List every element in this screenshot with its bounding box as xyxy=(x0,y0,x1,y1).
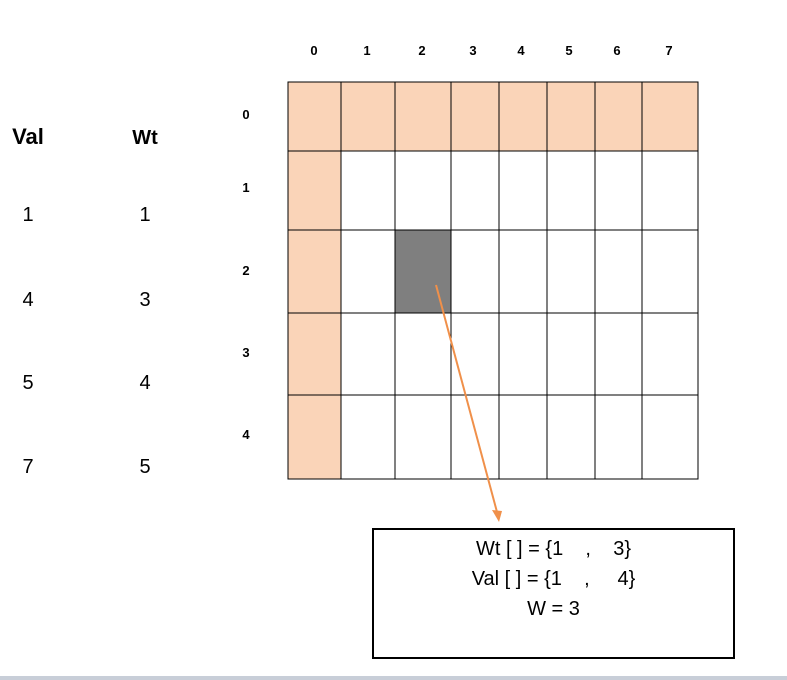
table-cell xyxy=(394,394,452,480)
table-cell xyxy=(394,150,452,231)
val-item: 7 xyxy=(22,456,34,478)
table-cell xyxy=(498,81,548,152)
row-index-label: 4 xyxy=(242,427,250,442)
table-cell xyxy=(287,394,342,480)
weights-line: Wt [ ] = {1 , 3} xyxy=(475,538,632,560)
table-cell xyxy=(450,229,500,314)
column-index-label: 7 xyxy=(665,43,673,58)
table-cell xyxy=(340,394,396,480)
capacity-line: W = 3 xyxy=(527,598,580,620)
values-line: Val [ ] = {1 , 4} xyxy=(471,568,636,590)
highlighted-cell xyxy=(394,229,452,314)
wt-item: 4 xyxy=(139,372,151,394)
table-cell xyxy=(450,81,500,152)
column-index-label: 2 xyxy=(418,43,426,58)
table-cell xyxy=(498,150,548,231)
table-cell xyxy=(287,81,342,152)
table-cell xyxy=(340,150,396,231)
table-cell xyxy=(546,81,596,152)
table-cell xyxy=(641,394,699,480)
table-cell xyxy=(594,394,643,480)
arrow-line xyxy=(435,284,498,513)
table-cell xyxy=(340,229,396,314)
table-cell xyxy=(498,229,548,314)
table-cell xyxy=(546,229,596,314)
table-cell xyxy=(641,150,699,231)
row-index-label: 3 xyxy=(242,345,250,360)
val-item: 1 xyxy=(22,204,34,226)
wt-item: 5 xyxy=(139,456,151,478)
table-cell xyxy=(450,394,500,480)
table-cell xyxy=(594,150,643,231)
wt-item: 1 xyxy=(139,204,151,226)
table-cell xyxy=(546,150,596,231)
table-cell xyxy=(594,81,643,152)
table-cell xyxy=(641,229,699,314)
arrow-head xyxy=(492,510,502,522)
bottom-divider xyxy=(0,676,787,680)
column-index-label: 6 xyxy=(613,43,621,58)
table-cell xyxy=(546,312,596,396)
row-index-label: 1 xyxy=(242,180,250,195)
column-index-label: 3 xyxy=(469,43,477,58)
row-index-label: 2 xyxy=(242,263,250,278)
val-item: 5 xyxy=(22,372,34,394)
table-cell xyxy=(394,312,452,396)
column-index-label: 4 xyxy=(517,43,525,58)
table-cell xyxy=(641,81,699,152)
wt-item: 3 xyxy=(139,289,151,311)
table-cell xyxy=(287,150,342,231)
val-item: 4 xyxy=(22,289,34,311)
table-cell xyxy=(340,312,396,396)
table-cell xyxy=(340,81,396,152)
table-cell xyxy=(450,150,500,231)
table-cell xyxy=(546,394,596,480)
table-cell xyxy=(498,394,548,480)
table-cell xyxy=(450,312,500,396)
wt-column-header: Wt xyxy=(132,127,158,149)
table-cell xyxy=(287,312,342,396)
column-index-label: 5 xyxy=(565,43,573,58)
val-column-header: Val xyxy=(12,124,44,149)
row-index-label: 0 xyxy=(242,107,250,122)
table-cell xyxy=(287,229,342,314)
column-index-label: 1 xyxy=(363,43,371,58)
column-index-label: 0 xyxy=(310,43,318,58)
table-cell xyxy=(594,229,643,314)
table-cell xyxy=(594,312,643,396)
info-box: Wt [ ] = {1 , 3} Val [ ] = {1 , 4} W = 3 xyxy=(372,528,735,659)
table-cell xyxy=(394,81,452,152)
table-cell xyxy=(641,312,699,396)
table-cell xyxy=(498,312,548,396)
